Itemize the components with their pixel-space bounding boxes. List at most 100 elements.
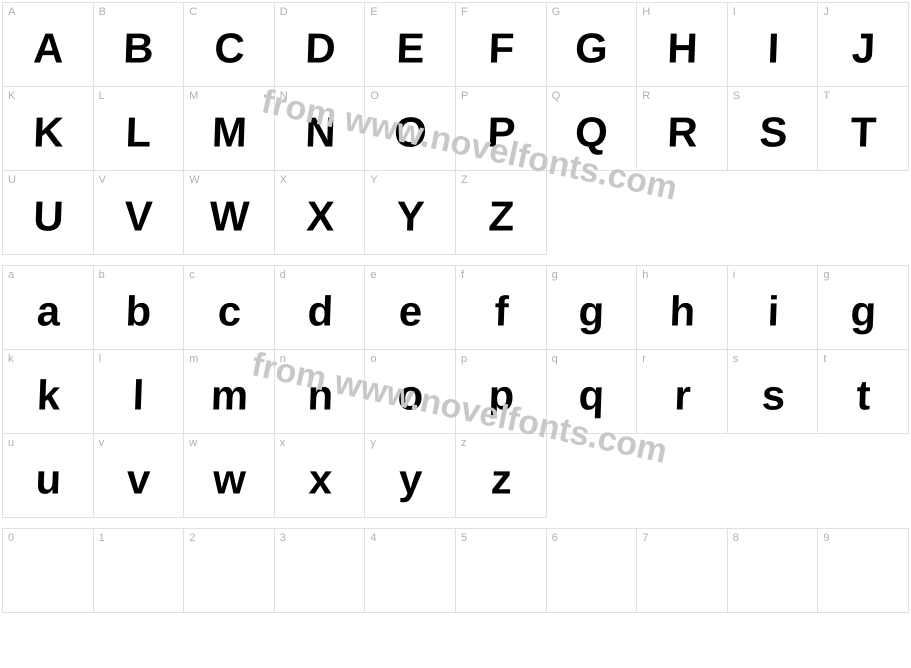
cell-glyph: T [850, 111, 876, 153]
glyph-cell: II [728, 3, 819, 87]
glyph-cell: tt [818, 350, 909, 434]
cell-label: r [642, 353, 646, 365]
glyph-cell: PP [456, 87, 547, 171]
cell-label: V [99, 174, 106, 186]
cell-glyph: H [667, 27, 698, 69]
cell-glyph: f [494, 290, 508, 332]
cell-label: l [99, 353, 101, 365]
glyph-cell: 1 [94, 529, 185, 613]
glyph-cell: XX [275, 171, 366, 255]
glyph-cell: dd [275, 266, 366, 350]
cell-glyph: x [308, 458, 332, 500]
cell-label: Q [552, 90, 561, 102]
glyph-cell: 6 [547, 529, 638, 613]
glyph-cell: 9 [818, 529, 909, 613]
glyph-cell: gg [547, 266, 638, 350]
cell-label: S [733, 90, 740, 102]
cell-glyph: U [32, 195, 63, 237]
glyph-cell: kk [3, 350, 94, 434]
cell-label: 3 [280, 532, 286, 544]
glyph-cell: SS [728, 87, 819, 171]
cell-label: F [461, 6, 468, 18]
glyph-cell: 4 [365, 529, 456, 613]
cell-label: Z [461, 174, 468, 186]
cell-label: f [461, 269, 464, 281]
cell-glyph: s [761, 374, 785, 416]
glyph-cell: MM [184, 87, 275, 171]
cell-label: d [280, 269, 286, 281]
cell-label: n [280, 353, 286, 365]
cell-glyph: E [396, 27, 424, 69]
glyph-cell: zz [456, 434, 547, 518]
cell-label: E [370, 6, 377, 18]
cell-glyph: v [126, 458, 150, 500]
cell-label: R [642, 90, 650, 102]
glyph-cell: xx [275, 434, 366, 518]
glyph-cell: 7 [637, 529, 728, 613]
glyph-cell: JJ [818, 3, 909, 87]
cell-glyph: p [488, 374, 514, 416]
cell-glyph: Q [575, 111, 608, 153]
cell-glyph: u [35, 458, 61, 500]
cell-label: U [8, 174, 16, 186]
glyph-cell: 5 [456, 529, 547, 613]
cell-label: 0 [8, 532, 14, 544]
cell-glyph: m [210, 374, 248, 416]
glyph-cell: nn [275, 350, 366, 434]
glyph-cell: RR [637, 87, 728, 171]
cell-label: 9 [823, 532, 829, 544]
cell-label: m [189, 353, 198, 365]
cell-label: N [280, 90, 288, 102]
cell-glyph: q [578, 374, 604, 416]
glyph-cell: GG [547, 3, 638, 87]
cell-label: 4 [370, 532, 376, 544]
cell-label: H [642, 6, 650, 18]
glyph-cell: WW [184, 171, 275, 255]
glyph-cell: mm [184, 350, 275, 434]
cell-label: z [461, 437, 467, 449]
cell-label: x [280, 437, 286, 449]
cell-glyph: G [575, 27, 608, 69]
glyph-cell: VV [94, 171, 185, 255]
glyph-cell: uu [3, 434, 94, 518]
glyph-cell: cc [184, 266, 275, 350]
cell-label: K [8, 90, 15, 102]
glyph-grid: 0123456789 [2, 528, 909, 613]
font-chart: AABBCCDDEEFFGGHHIIJJKKLLMMNNOOPPQQRRSSTT… [2, 2, 909, 613]
cell-glyph: h [669, 290, 695, 332]
glyph-cell: KK [3, 87, 94, 171]
glyph-cell: ee [365, 266, 456, 350]
glyph-cell: aa [3, 266, 94, 350]
cell-label: a [8, 269, 14, 281]
cell-glyph: b [125, 290, 151, 332]
glyph-cell: ff [456, 266, 547, 350]
cell-glyph: k [36, 374, 60, 416]
cell-glyph: Z [488, 195, 514, 237]
cell-glyph: y [398, 458, 422, 500]
glyph-cell: NN [275, 87, 366, 171]
chart-section-lowercase: aabbccddeeffgghhiiggkkllmmnnooppqqrrsstt… [2, 265, 909, 518]
cell-glyph: W [209, 195, 249, 237]
cell-label: B [99, 6, 106, 18]
cell-label: p [461, 353, 467, 365]
cell-label: u [8, 437, 14, 449]
cell-glyph: L [125, 111, 151, 153]
cell-glyph: F [488, 27, 514, 69]
glyph-cell: DD [275, 3, 366, 87]
cell-glyph: B [123, 27, 154, 69]
glyph-cell: qq [547, 350, 638, 434]
cell-glyph: A [32, 27, 63, 69]
cell-label: h [642, 269, 648, 281]
glyph-cell: yy [365, 434, 456, 518]
glyph-cell: QQ [547, 87, 638, 171]
cell-label: w [189, 437, 197, 449]
cell-glyph: i [767, 290, 779, 332]
cell-glyph: D [304, 27, 335, 69]
cell-label: 8 [733, 532, 739, 544]
cell-label: g [552, 269, 558, 281]
cell-glyph: S [758, 111, 786, 153]
glyph-cell: EE [365, 3, 456, 87]
cell-glyph: o [397, 374, 423, 416]
cell-glyph: Y [396, 195, 424, 237]
glyph-cell: gg [818, 266, 909, 350]
